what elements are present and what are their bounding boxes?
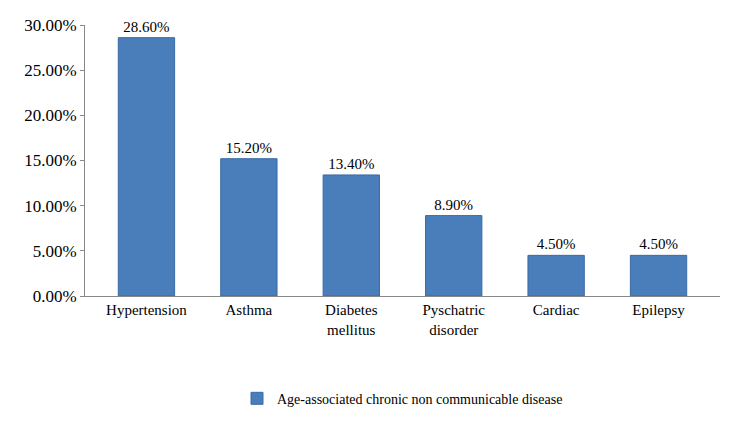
svg-text:Cardiac: Cardiac bbox=[533, 302, 580, 318]
svg-text:25.00%: 25.00% bbox=[24, 61, 76, 80]
svg-text:5.00%: 5.00% bbox=[33, 242, 77, 261]
svg-text:8.90%: 8.90% bbox=[434, 197, 473, 213]
svg-text:15.20%: 15.20% bbox=[226, 140, 272, 156]
svg-text:4.50%: 4.50% bbox=[639, 236, 678, 252]
svg-text:20.00%: 20.00% bbox=[24, 106, 76, 125]
svg-text:Hypertension: Hypertension bbox=[106, 302, 187, 318]
svg-text:Epilepsy: Epilepsy bbox=[632, 302, 685, 318]
svg-text:Age-associated chronic non com: Age-associated chronic non communicable … bbox=[277, 392, 562, 407]
svg-text:Asthma: Asthma bbox=[226, 302, 273, 318]
svg-text:30.00%: 30.00% bbox=[24, 16, 76, 35]
svg-text:4.50%: 4.50% bbox=[537, 236, 576, 252]
svg-text:28.60%: 28.60% bbox=[123, 19, 169, 35]
svg-text:Diabetesmellitus: Diabetesmellitus bbox=[325, 302, 378, 338]
svg-text:10.00%: 10.00% bbox=[24, 197, 76, 216]
svg-text:Pyschatricdisorder: Pyschatricdisorder bbox=[422, 302, 485, 338]
svg-text:0.00%: 0.00% bbox=[33, 287, 77, 306]
svg-text:13.40%: 13.40% bbox=[328, 156, 374, 172]
svg-text:15.00%: 15.00% bbox=[24, 151, 76, 170]
